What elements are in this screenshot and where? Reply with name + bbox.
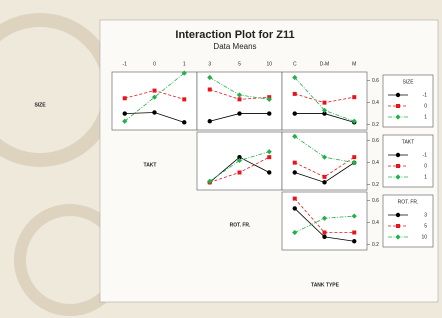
watermark <box>0 20 110 160</box>
y-tick-label: 0.2 <box>372 182 379 188</box>
marker <box>267 170 271 174</box>
factor-label: TAKT <box>144 162 157 168</box>
marker <box>238 170 242 174</box>
legend-title: ROT. FR. <box>398 199 419 205</box>
marker <box>208 119 212 123</box>
x-tick-label: 3 <box>208 61 211 67</box>
x-tick-label: 0 <box>153 61 156 67</box>
marker <box>396 164 400 168</box>
legend-label: 0 <box>424 163 427 169</box>
x-tick-label: -1 <box>123 61 128 67</box>
legend-title: TAKT <box>402 139 414 145</box>
x-tick-label: C <box>293 61 297 67</box>
legend-label: 3 <box>424 212 427 218</box>
factor-label: TANK TYPE <box>311 282 340 288</box>
marker <box>352 155 356 159</box>
marker <box>352 95 356 99</box>
chart: Interaction Plot for Z11 Data Means -1 0 1… <box>0 0 442 318</box>
legend-label: -1 <box>423 152 428 158</box>
marker <box>322 180 326 184</box>
legend-label: -1 <box>423 92 428 98</box>
marker <box>182 120 186 124</box>
y-tick-label: 0.4 <box>372 100 379 106</box>
x-tick-label: 1 <box>183 61 186 67</box>
marker <box>293 170 297 174</box>
marker <box>293 197 297 201</box>
x-tick-label: 5 <box>238 61 241 67</box>
y-tick-label: 0.2 <box>372 122 379 128</box>
marker <box>123 111 127 115</box>
marker <box>323 230 327 234</box>
marker <box>396 153 400 157</box>
marker <box>208 88 212 92</box>
marker <box>293 111 297 115</box>
marker <box>352 230 356 234</box>
marker <box>323 175 327 179</box>
marker <box>182 97 186 101</box>
marker <box>237 111 241 115</box>
legend-label: 10 <box>421 234 427 240</box>
marker <box>322 235 326 239</box>
y-tick-label: 0.6 <box>372 138 379 144</box>
marker <box>267 155 271 159</box>
marker <box>152 110 156 114</box>
marker <box>352 239 356 243</box>
legend-title: SIZE <box>402 79 414 85</box>
marker <box>238 97 242 101</box>
y-tick-label: 0.6 <box>372 198 379 204</box>
x-tick-label: D-M <box>320 61 329 67</box>
marker <box>123 96 127 100</box>
factor-label: SIZE <box>34 102 46 108</box>
marker <box>293 161 297 165</box>
y-tick-label: 0.4 <box>372 160 379 166</box>
legend-label: 1 <box>424 114 427 120</box>
legend-label: 1 <box>424 174 427 180</box>
y-tick-label: 0.2 <box>372 242 379 248</box>
chart-title: Interaction Plot for Z11 <box>175 29 294 41</box>
factor-label: ROT. FR. <box>230 222 251 228</box>
x-tick-label: M <box>352 61 356 67</box>
marker <box>293 92 297 96</box>
marker <box>396 104 400 108</box>
marker <box>396 93 400 97</box>
marker <box>293 206 297 210</box>
marker <box>396 224 400 228</box>
marker <box>153 89 157 93</box>
chart-subtitle: Data Means <box>213 42 256 51</box>
x-tick-label: 10 <box>266 61 272 67</box>
marker <box>396 213 400 217</box>
y-tick-label: 0.6 <box>372 78 379 84</box>
marker <box>267 111 271 115</box>
legend-label: 0 <box>424 103 427 109</box>
y-tick-label: 0.4 <box>372 220 379 226</box>
legend-label: 5 <box>424 223 427 229</box>
marker <box>323 101 327 105</box>
